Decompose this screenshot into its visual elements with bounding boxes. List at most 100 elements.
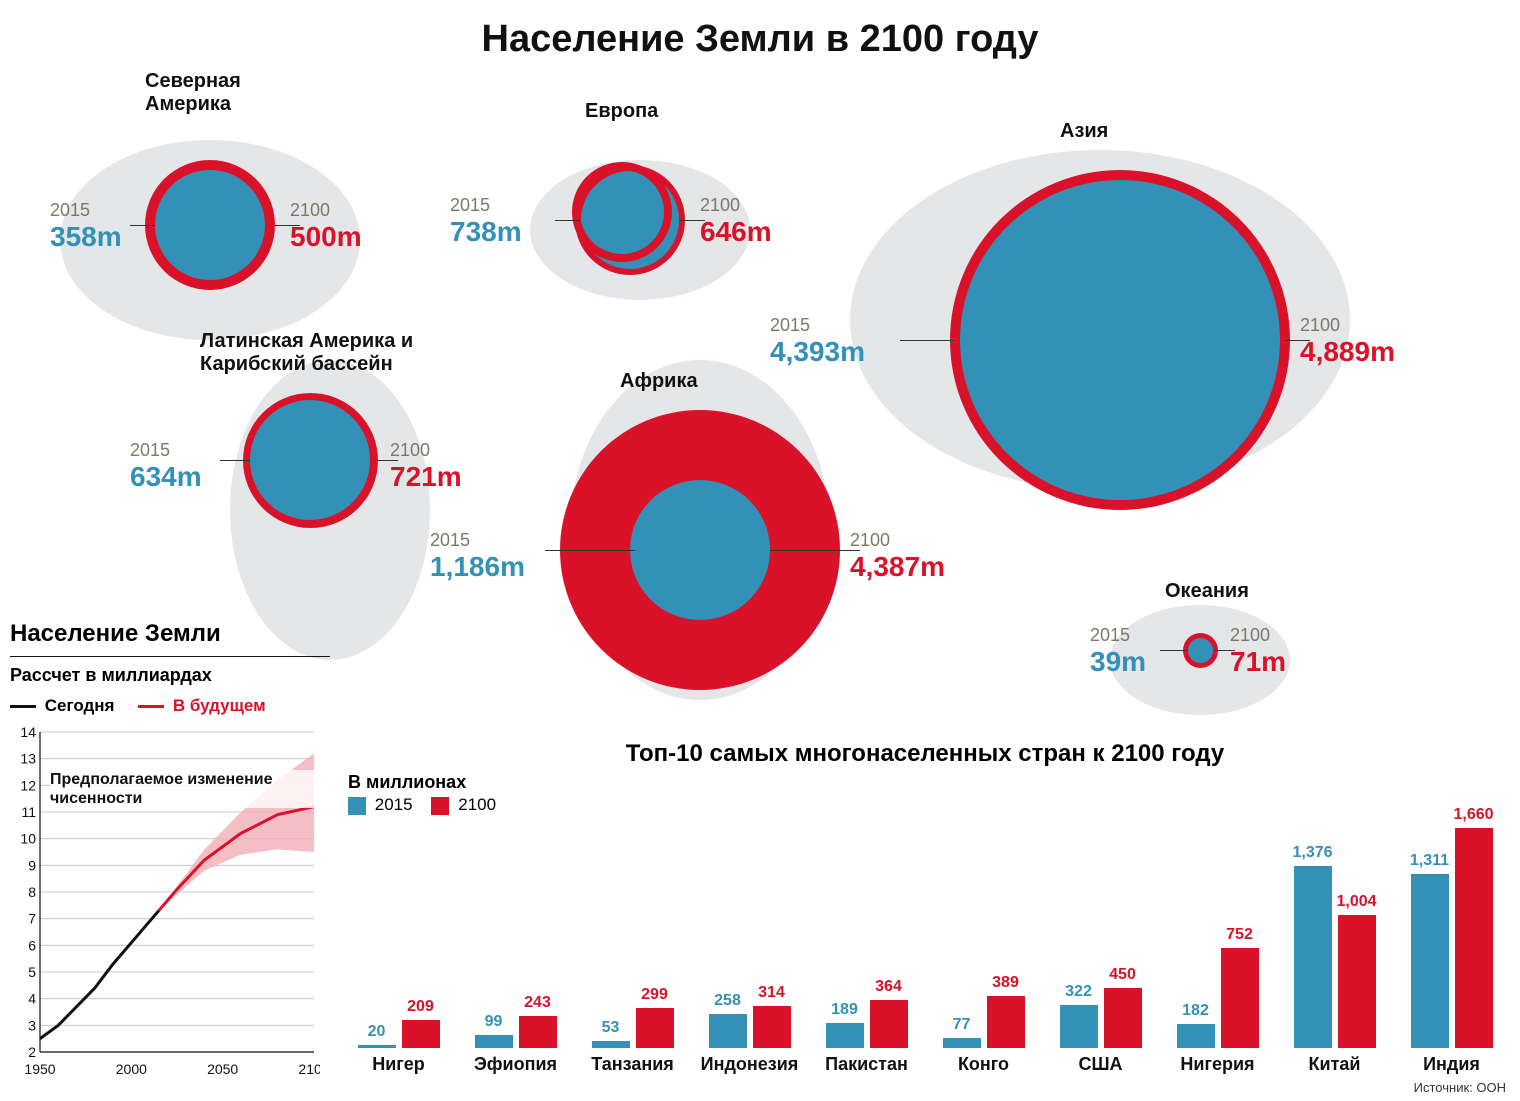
year-label: 2100 [1300,315,1395,336]
bar-2100: 243 [519,1016,557,1048]
value-2100: 21004,889m [1300,315,1395,368]
bar-value-label: 1,004 [1336,893,1376,911]
value-2100: 21004,387m [850,530,945,583]
value-2015: 2015634m [130,440,202,493]
country-Эфиопия: 99243Эфиопия [457,828,574,1075]
year-label: 2015 [1090,625,1146,646]
bar-value-label: 189 [831,1001,858,1019]
svg-text:8: 8 [28,884,36,900]
value-2100: 2100646m [700,195,772,248]
bar-2100: 364 [870,1000,908,1048]
bar-pair: 322450 [1060,828,1142,1048]
value-label: 738m [450,216,522,248]
bars-container: 20209Нигер99243Эфиопия53299Танзания25831… [340,815,1510,1075]
linechart-subtitle: Рассчет в миллиардах [10,665,330,686]
population-line-chart: Население Земли Рассчет в миллиардах Сег… [10,620,330,1080]
country-name: Индонезия [701,1054,799,1075]
svg-text:5: 5 [28,964,36,980]
linechart-title: Население Земли [10,620,330,648]
bar-2100: 752 [1221,948,1259,1048]
country-name: Танзания [591,1054,674,1075]
bar-value-label: 1,660 [1453,806,1493,824]
bar-2100: 1,004 [1338,915,1376,1048]
source-attribution: Источник: ООН [1414,1080,1506,1095]
ring-2100 [572,162,672,262]
leader-line [1160,650,1188,651]
value-label: 4,387m [850,551,945,583]
bar-value-label: 389 [992,974,1019,992]
top10-bar-chart: Топ-10 самых многонаселенных стран к 210… [340,740,1510,1090]
leader-line [130,225,155,226]
barchart-legend: 2015 2100 [348,795,1510,815]
bar-2015: 77 [943,1038,981,1048]
year-label: 2100 [850,530,945,551]
region-name: Африка [620,370,698,393]
bar-pair: 77 389 [943,828,1025,1048]
value-label: 4,889m [1300,336,1395,368]
value-label: 358m [50,221,122,253]
value-2015: 2015738m [450,195,522,248]
bar-value-label: 20 [368,1023,386,1041]
leader-line [555,220,580,221]
value-2100: 2100721m [390,440,462,493]
legend-label-future: В будущем [173,696,266,715]
value-label: 721m [390,461,462,493]
legend-label-2100: 2100 [458,795,496,814]
bar-2015: 53 [592,1041,630,1048]
svg-text:2100: 2100 [298,1061,320,1077]
country-Индия: 1,3111,660Индия [1393,828,1510,1075]
ring-2015 [960,180,1280,500]
value-label: 4,393m [770,336,865,368]
country-Нигерия: 182752Нигерия [1159,828,1276,1075]
bar-value-label: 209 [407,998,434,1016]
svg-text:1950: 1950 [24,1061,55,1077]
bar-pair: 189364 [826,828,908,1048]
bar-2015: 1,311 [1411,874,1449,1048]
bar-2015: 258 [709,1014,747,1048]
bar-2015: 99 [475,1035,513,1048]
year-label: 2100 [390,440,462,461]
bar-pair: 182752 [1177,828,1259,1048]
leader-line [545,550,635,551]
year-label: 2015 [770,315,865,336]
legend-swatch-future [138,705,164,708]
bar-pair: 1,3761,004 [1294,828,1376,1048]
value-label: 71m [1230,646,1286,678]
country-name: Китай [1309,1054,1361,1075]
svg-text:9: 9 [28,857,36,873]
year-label: 2015 [130,440,202,461]
bar-2100: 314 [753,1006,791,1048]
year-label: 2100 [290,200,362,221]
year-label: 2100 [700,195,772,216]
bar-2015: 189 [826,1023,864,1048]
bar-value-label: 450 [1109,966,1136,984]
bar-2015: 322 [1060,1005,1098,1048]
year-label: 2015 [50,200,122,221]
bar-value-label: 322 [1065,983,1092,1001]
bar-pair: 258314 [709,828,791,1048]
legend-label-2015: 2015 [375,795,413,814]
value-label: 634m [130,461,202,493]
svg-text:4: 4 [28,991,36,1007]
country-name: США [1078,1054,1122,1075]
bar-2100: 450 [1104,988,1142,1048]
bar-value-label: 53 [602,1019,620,1037]
value-label: 39m [1090,646,1146,678]
svg-text:11: 11 [21,804,36,820]
country-Нигер: 20 209 Нигер [340,828,457,1075]
legend-swatch-2015 [348,797,366,815]
bar-pair: 1,3111,660 [1411,828,1493,1048]
svg-text:2: 2 [28,1044,36,1060]
region-name: Северная Америка [145,70,241,116]
legend-label-today: Сегодня [45,696,115,715]
country-name: Нигер [372,1054,425,1075]
linechart-legend: Сегодня В будущем [10,696,330,716]
value-2100: 210071m [1230,625,1286,678]
region-name: Океания [1165,580,1249,603]
country-Танзания: 53299Танзания [574,828,691,1075]
bar-2015: 182 [1177,1024,1215,1048]
leader-line [220,460,250,461]
svg-text:2050: 2050 [207,1061,238,1077]
year-label: 2015 [450,195,522,216]
bar-value-label: 99 [485,1013,503,1031]
